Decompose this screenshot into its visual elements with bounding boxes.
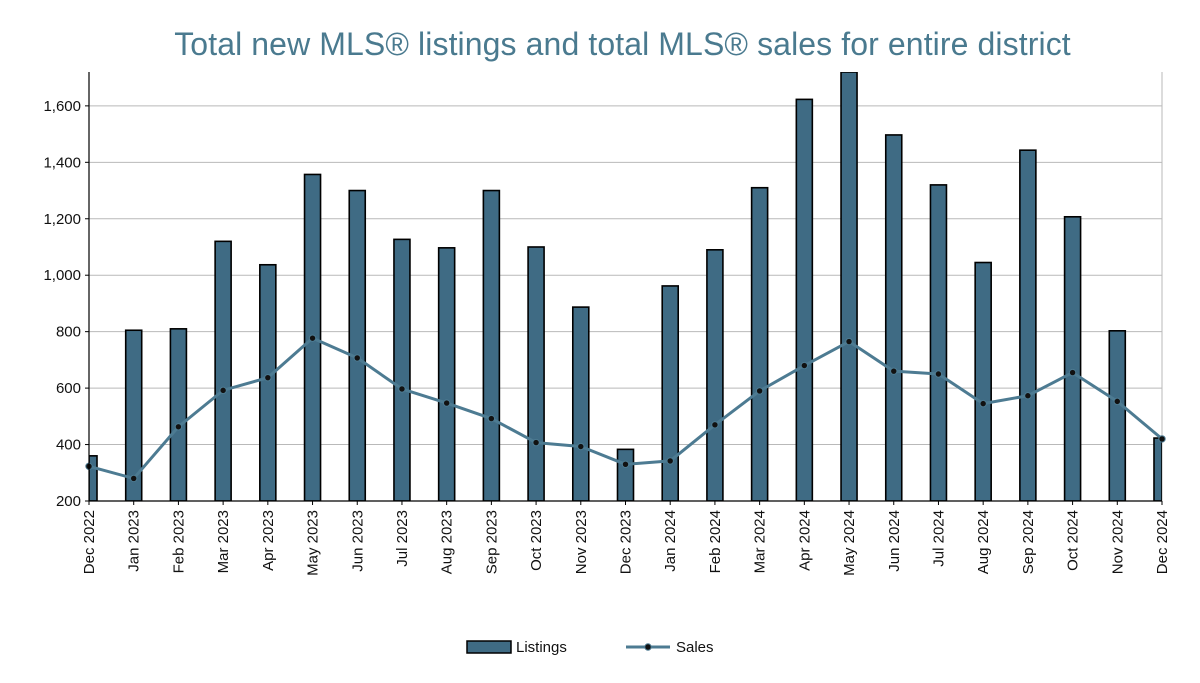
bar-listings	[929, 184, 948, 501]
x-tick-label: Jan 2023	[126, 510, 143, 572]
y-tick-label: 600	[56, 380, 81, 397]
x-tick-label: Oct 2023	[528, 510, 545, 571]
x-tick-label: Jul 2023	[394, 510, 411, 567]
y-tick-label: 1,600	[43, 98, 81, 115]
bar-listings	[571, 306, 590, 501]
legend: Listings Sales	[466, 639, 714, 656]
x-tick-label: Nov 2024	[1109, 510, 1126, 574]
chart-title: Total new MLS® listings and total MLS® s…	[174, 26, 1071, 62]
point-sales	[353, 354, 361, 362]
bar-listings	[661, 285, 680, 501]
point-sales	[890, 367, 898, 375]
x-tick-label: May 2023	[305, 510, 322, 576]
y-tick-label: 400	[56, 437, 81, 454]
bar-listings	[1153, 437, 1162, 501]
grid-layer	[89, 72, 1163, 501]
x-tick-label: May 2024	[841, 510, 858, 576]
legend-listings-swatch	[466, 640, 512, 654]
bar-listings	[840, 72, 858, 501]
x-tick-label: Jul 2024	[930, 510, 947, 567]
bar-listings	[124, 329, 143, 501]
bar-listings	[1108, 330, 1127, 501]
bar-listings	[214, 240, 232, 501]
point-sales	[934, 370, 943, 378]
x-tick-label: Mar 2024	[752, 510, 769, 573]
point-sales	[532, 438, 540, 447]
x-tick-label: Sep 2024	[1020, 510, 1037, 574]
point-sales	[1158, 435, 1166, 443]
bar-listings	[616, 448, 635, 501]
point-sales	[174, 423, 183, 431]
bar-listings	[89, 455, 98, 501]
bar-listings	[750, 186, 769, 501]
bar-layer	[89, 72, 1162, 501]
point-sales	[621, 460, 630, 469]
bar-listings	[259, 263, 277, 501]
x-tick-label: Jun 2023	[349, 510, 366, 572]
legend-item-sales: Sales	[626, 639, 714, 656]
line-layer	[85, 334, 1166, 483]
y-tick-label: 1,200	[43, 211, 81, 228]
point-sales	[755, 387, 764, 395]
point-sales	[130, 474, 138, 483]
bar-listings	[884, 134, 903, 501]
x-tick-label: Apr 2023	[260, 510, 277, 571]
bar-listings	[348, 189, 367, 501]
point-sales	[845, 337, 853, 346]
x-tick-label: Feb 2023	[170, 510, 187, 573]
point-sales	[487, 414, 496, 423]
x-tick-label: Mar 2023	[215, 510, 232, 573]
x-tick-label: Feb 2024	[707, 510, 724, 573]
legend-sales-marker	[644, 643, 652, 651]
x-tick-label: Dec 2024	[1154, 510, 1171, 574]
point-sales	[800, 361, 809, 370]
y-tick-label: 1,400	[43, 154, 81, 171]
bar-listings	[437, 247, 456, 501]
bar-listings	[1019, 149, 1037, 501]
x-tick-label: Aug 2023	[439, 510, 456, 574]
point-sales	[577, 442, 585, 451]
bar-listings	[482, 189, 501, 501]
bar-listings	[974, 261, 992, 501]
axis-layer: 200 400 600 800 1,000 1,200 1,400 1,600 Dec 2022…	[43, 72, 1171, 576]
point-sales	[442, 399, 451, 407]
point-sales	[308, 334, 317, 342]
point-sales	[1024, 392, 1032, 400]
point-sales	[666, 457, 674, 465]
point-sales	[219, 386, 227, 395]
x-tick-label: Apr 2024	[796, 510, 813, 571]
x-tick-label: Jan 2024	[662, 510, 679, 572]
point-sales	[264, 373, 272, 382]
point-sales	[711, 421, 719, 429]
legend-listings-label: Listings	[516, 639, 567, 656]
point-sales	[1113, 397, 1121, 406]
y-tick-label: 200	[56, 493, 81, 510]
x-tick-label: Nov 2023	[573, 510, 590, 574]
bar-listings	[795, 98, 814, 501]
point-sales	[398, 385, 406, 393]
legend-sales-label: Sales	[676, 639, 714, 656]
bar-listings	[393, 238, 411, 501]
bar-listings	[169, 328, 188, 501]
point-sales	[979, 399, 987, 408]
x-tick-label: Oct 2024	[1065, 510, 1082, 571]
bar-listings	[706, 249, 724, 501]
y-tick-label: 800	[56, 324, 81, 341]
x-tick-label: Jun 2024	[886, 510, 903, 572]
y-tick-label: 1,000	[43, 267, 81, 284]
x-tick-label: Dec 2022	[81, 510, 98, 574]
bar-listings	[1063, 215, 1082, 501]
x-tick-label: Dec 2023	[618, 510, 635, 574]
x-tick-label: Sep 2023	[483, 510, 500, 574]
legend-item-listings: Listings	[466, 639, 567, 656]
x-tick-label: Aug 2024	[975, 510, 992, 574]
bar-listings	[527, 246, 545, 501]
point-sales	[1068, 368, 1077, 377]
